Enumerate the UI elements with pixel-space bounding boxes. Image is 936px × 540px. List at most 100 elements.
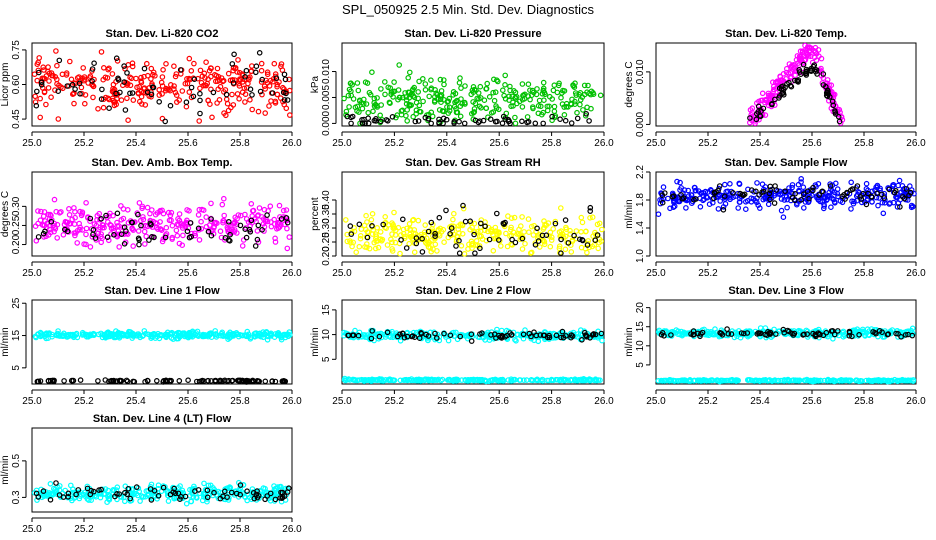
data-point: [267, 203, 274, 210]
data-point: [362, 79, 369, 86]
data-point: [133, 75, 139, 82]
data-point: [45, 64, 51, 70]
data-point: [348, 114, 354, 121]
x-tick-label: 25.2: [698, 396, 718, 407]
data-point: [108, 225, 115, 232]
data-point: [472, 250, 478, 257]
data-point: [563, 104, 570, 110]
data-point: [457, 113, 464, 120]
data-point: [780, 214, 787, 221]
data-point: [160, 67, 166, 73]
chart-panel: Stan. Dev. Line 4 (LT) Flow 25.0 25.2 25.4 2…: [0, 413, 302, 535]
data-point: [398, 111, 405, 118]
data-point: [209, 114, 215, 121]
data-point: [127, 82, 134, 89]
plot-frame: [341, 42, 605, 127]
data-point: [490, 248, 497, 254]
data-point: [367, 91, 374, 98]
data-point: [597, 92, 604, 99]
data-point: [50, 72, 56, 79]
x-tick-label: 25.0: [22, 268, 42, 279]
y-tick-label: 1.8: [635, 193, 646, 207]
data-point: [286, 87, 293, 94]
y-axis-label: Licor ppm: [0, 63, 11, 107]
data-point: [96, 226, 102, 233]
data-point: [224, 100, 231, 107]
data-point: [156, 99, 163, 105]
chart-panel: Stan. Dev. Li-820 CO2 25.0 25.2 25.4 25.6 25.…: [0, 28, 302, 149]
data-point: [270, 78, 276, 85]
data-point: [415, 118, 422, 124]
plot-frame: [31, 171, 293, 257]
data-point: [577, 101, 583, 108]
data-point: [100, 222, 107, 229]
data-point: [519, 96, 526, 103]
x-tick-label: 25.6: [802, 396, 822, 407]
data-point: [257, 88, 264, 95]
data-point: [383, 117, 390, 123]
data-point: [80, 65, 87, 71]
data-points: [31, 48, 293, 125]
data-point: [499, 120, 506, 127]
data-point: [203, 214, 210, 220]
data-point: [509, 236, 515, 243]
data-point: [221, 195, 227, 202]
data-point: [241, 85, 248, 92]
data-point: [346, 104, 352, 110]
y-axis-label: ml/min: [0, 327, 11, 356]
data-point: [138, 88, 145, 95]
data-point: [848, 179, 855, 186]
x-tick-label: 25.8: [230, 524, 250, 535]
data-point: [100, 104, 107, 111]
x-tick-label: 25.4: [126, 138, 146, 149]
data-point: [415, 95, 422, 102]
data-point: [441, 81, 447, 88]
data-point: [660, 184, 667, 190]
data-point: [475, 90, 482, 96]
data-point: [526, 229, 532, 236]
data-point: [372, 245, 379, 252]
data-point: [36, 55, 43, 61]
data-point: [159, 83, 166, 89]
data-point: [98, 49, 105, 55]
data-point: [76, 80, 83, 87]
x-tick-label: 25.0: [332, 396, 352, 407]
data-point: [176, 211, 183, 217]
data-point: [109, 95, 116, 102]
data-point: [568, 249, 575, 255]
x-tick-label: 26.0: [282, 524, 302, 535]
data-point: [253, 63, 260, 69]
data-point: [493, 210, 500, 217]
data-point: [258, 60, 265, 67]
data-point: [361, 116, 367, 123]
data-point: [450, 216, 456, 223]
data-point: [272, 100, 279, 106]
data-point: [283, 207, 290, 213]
plot-frame: [341, 299, 605, 385]
data-point: [115, 228, 122, 234]
data-point: [499, 87, 506, 94]
data-point: [547, 243, 554, 250]
data-point: [353, 249, 360, 256]
data-point: [562, 217, 569, 223]
data-point: [281, 97, 288, 103]
data-point: [280, 207, 287, 214]
data-point: [391, 79, 397, 85]
data-point: [134, 84, 140, 91]
data-point: [89, 78, 95, 84]
data-point: [541, 97, 547, 104]
data-point: [835, 114, 842, 120]
x-tick-label: 25.0: [646, 138, 666, 149]
data-point: [197, 97, 203, 104]
data-point: [365, 109, 372, 116]
data-point: [129, 226, 136, 232]
data-point: [824, 77, 831, 83]
data-point: [159, 238, 166, 245]
data-point: [402, 90, 408, 96]
data-point: [274, 81, 281, 88]
data-point: [354, 80, 361, 86]
data-point: [583, 111, 590, 117]
data-point: [568, 120, 575, 126]
data-point: [341, 95, 347, 102]
x-tick-label: 25.2: [385, 138, 405, 149]
